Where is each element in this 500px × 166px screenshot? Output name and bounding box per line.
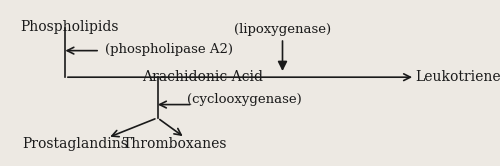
- Text: (phospholipase A2): (phospholipase A2): [105, 43, 233, 56]
- Text: Thromboxanes: Thromboxanes: [123, 137, 227, 151]
- Text: Leukotrienes: Leukotrienes: [415, 70, 500, 84]
- Text: Arachidonic Acid: Arachidonic Acid: [142, 70, 264, 84]
- Text: (lipoxygenase): (lipoxygenase): [234, 23, 331, 36]
- Text: Prostaglandins: Prostaglandins: [22, 137, 128, 151]
- Text: Phospholipids: Phospholipids: [20, 20, 118, 34]
- Text: (cyclooxygenase): (cyclooxygenase): [188, 93, 302, 106]
